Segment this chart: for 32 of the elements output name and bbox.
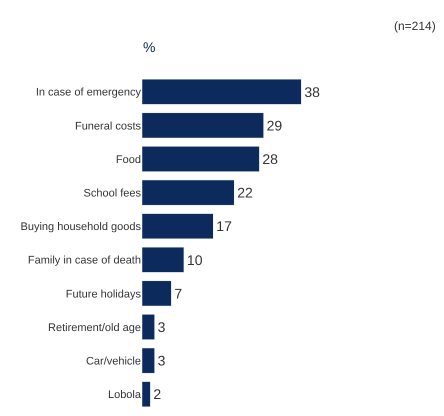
- bar: [142, 314, 155, 340]
- bar: [142, 78, 302, 105]
- y-tick-label: Future holidays: [66, 288, 142, 300]
- data-label: 7: [174, 285, 182, 302]
- y-tick-label: In case of emergency: [36, 86, 142, 99]
- bar: [142, 246, 184, 273]
- data-label: 3: [158, 352, 166, 369]
- y-tick-label: School fees: [84, 187, 142, 200]
- y-tick-label: Family in case of death: [28, 254, 141, 267]
- bar: [142, 146, 260, 172]
- data-label: 22: [237, 184, 254, 201]
- bar: [142, 112, 264, 138]
- y-tick-label: Lobola: [108, 389, 142, 402]
- y-tick-label: Food: [116, 154, 141, 166]
- y-tick-label: Retirement/old age: [48, 322, 141, 334]
- bar: [142, 348, 155, 374]
- y-tick-label: Funeral costs: [74, 120, 142, 132]
- y-tick-label: Car/vehicle: [86, 355, 141, 368]
- data-label: 2: [153, 386, 162, 402]
- data-label: 17: [216, 218, 232, 234]
- data-label: 10: [186, 252, 203, 268]
- data-label: 3: [158, 319, 166, 335]
- data-label: 38: [304, 84, 320, 100]
- data-label: 28: [262, 151, 278, 167]
- bar: [142, 213, 214, 240]
- data-label: 29: [266, 117, 282, 134]
- bar: [142, 381, 151, 408]
- bar: [142, 180, 234, 206]
- bar: [142, 280, 172, 306]
- text: %: [143, 39, 156, 55]
- y-tick-label: Buying household goods: [20, 221, 142, 234]
- text: (n=214): [394, 19, 436, 33]
